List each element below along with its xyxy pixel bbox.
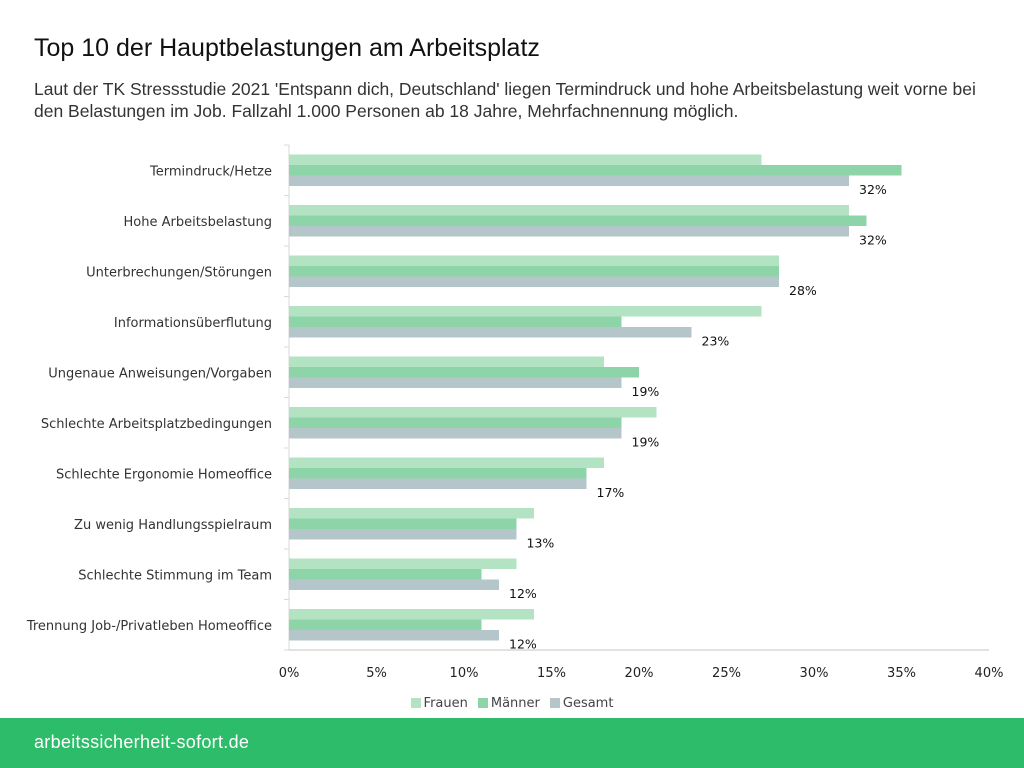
data-label: 32% xyxy=(859,233,887,248)
x-tick-label: 35% xyxy=(887,666,916,681)
bar-gesamt xyxy=(289,327,692,338)
bar-männer xyxy=(289,619,482,630)
bar-frauen xyxy=(289,558,517,569)
data-label: 17% xyxy=(597,485,625,500)
category-label: Schlechte Arbeitsplatzbedingungen xyxy=(41,417,272,432)
bar-männer xyxy=(289,569,482,580)
data-label: 19% xyxy=(632,384,660,399)
bar-gesamt xyxy=(289,377,622,388)
bar-männer xyxy=(289,266,779,277)
bar-frauen xyxy=(289,205,849,216)
bar-frauen xyxy=(289,457,604,468)
bar-gesamt xyxy=(289,478,587,489)
bar-gesamt xyxy=(289,529,517,540)
bar-frauen xyxy=(289,508,534,519)
x-tick-label: 25% xyxy=(712,666,741,681)
data-label: 23% xyxy=(702,334,730,349)
bar-gesamt xyxy=(289,175,849,186)
x-tick-label: 0% xyxy=(279,666,300,681)
bar-männer xyxy=(289,367,639,378)
legend-label: Frauen xyxy=(423,696,468,711)
bar-frauen xyxy=(289,609,534,620)
x-tick-label: 30% xyxy=(800,666,829,681)
bar-gesamt xyxy=(289,428,622,439)
bar-frauen xyxy=(289,255,779,266)
legend-item: Frauen xyxy=(410,696,468,711)
data-label: 12% xyxy=(509,586,537,601)
category-label: Schlechte Ergonomie Homeoffice xyxy=(56,467,272,482)
legend-item: Gesamt xyxy=(549,696,614,711)
legend-item: Männer xyxy=(477,696,540,711)
chart-legend: Frauen Männer Gesamt xyxy=(0,696,1024,711)
x-tick-label: 20% xyxy=(625,666,654,681)
bar-frauen xyxy=(289,407,657,418)
legend-swatch xyxy=(410,698,421,708)
chart-title: Top 10 der Hauptbelastungen am Arbeitspl… xyxy=(34,34,540,62)
category-label: Termindruck/Hetze xyxy=(149,164,272,179)
bar-männer xyxy=(289,316,622,327)
bar-gesamt xyxy=(289,276,779,287)
data-label: 13% xyxy=(527,536,555,551)
category-label: Unterbrechungen/Störungen xyxy=(86,265,272,280)
data-label: 32% xyxy=(859,182,887,197)
x-tick-label: 15% xyxy=(537,666,566,681)
legend-swatch xyxy=(477,698,488,708)
bar-gesamt xyxy=(289,630,499,641)
bar-männer xyxy=(289,518,517,529)
legend-label: Männer xyxy=(490,696,540,711)
bar-frauen xyxy=(289,356,604,367)
x-tick-label: 10% xyxy=(450,666,479,681)
data-label: 12% xyxy=(509,637,537,652)
bar-männer xyxy=(289,165,902,176)
legend-label: Gesamt xyxy=(562,696,614,711)
category-label: Hohe Arbeitsbelastung xyxy=(124,215,273,230)
chart-bars xyxy=(289,154,902,641)
bar-frauen xyxy=(289,154,762,165)
data-label: 19% xyxy=(632,435,660,450)
bar-gesamt xyxy=(289,579,499,590)
category-label: Trennung Job-/Privatleben Homeoffice xyxy=(26,619,272,634)
bar-gesamt xyxy=(289,226,849,237)
footer-site-name: arbeitssicherheit-sofort.de xyxy=(34,732,250,752)
category-label: Zu wenig Handlungsspielraum xyxy=(74,518,272,533)
footer-bar: arbeitssicherheit-sofort.de xyxy=(0,718,1024,768)
x-tick-label: 5% xyxy=(366,666,387,681)
legend-swatch xyxy=(549,698,560,708)
bar-männer xyxy=(289,215,867,226)
chart-subtitle: Laut der TK Stressstudie 2021 'Entspann … xyxy=(34,79,976,121)
bar-männer xyxy=(289,417,622,428)
data-label: 28% xyxy=(789,283,817,298)
category-label: Schlechte Stimmung im Team xyxy=(78,568,272,583)
chart-labels: 0% 5% 10% 15% 20% 25% 30% 35% 40% Termindruck/Het… xyxy=(26,164,1004,681)
x-tick-label: 40% xyxy=(975,666,1004,681)
bar-männer xyxy=(289,468,587,479)
category-label: Ungenaue Anweisungen/Vorgaben xyxy=(48,366,272,381)
bar-chart: 0% 5% 10% 15% 20% 25% 30% 35% 40% Termindruck/Het… xyxy=(26,144,1004,681)
category-label: Informationsüberflutung xyxy=(114,316,272,331)
bar-frauen xyxy=(289,306,762,317)
